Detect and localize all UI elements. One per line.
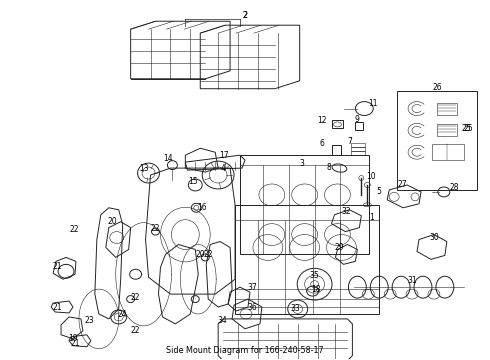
Text: 20: 20 (108, 217, 118, 226)
Bar (432, 144, 464, 160)
Text: 7: 7 (347, 137, 352, 146)
Bar (355, 122, 363, 130)
Text: 2: 2 (243, 11, 247, 20)
Text: 37: 37 (247, 283, 257, 292)
Text: 22: 22 (203, 250, 213, 259)
Text: 30: 30 (429, 233, 439, 242)
Text: 23: 23 (84, 316, 94, 325)
Text: 22: 22 (151, 224, 160, 233)
Text: 10: 10 (367, 171, 376, 180)
Bar (437, 103, 457, 114)
Text: 8: 8 (326, 163, 331, 172)
Bar (235, 205, 379, 314)
Text: 31: 31 (407, 276, 417, 285)
Text: 4: 4 (220, 163, 225, 172)
Bar (437, 125, 457, 136)
Text: 13: 13 (139, 163, 148, 172)
Text: 21: 21 (70, 339, 80, 348)
Text: Side Mount Diagram for 166-240-58-17: Side Mount Diagram for 166-240-58-17 (166, 346, 324, 355)
Bar (240, 155, 369, 255)
Text: 25: 25 (464, 124, 473, 133)
Text: 19: 19 (68, 334, 78, 343)
Text: 25: 25 (462, 124, 471, 133)
Text: 3: 3 (299, 159, 304, 168)
Text: 22: 22 (69, 225, 79, 234)
Text: 12: 12 (317, 116, 326, 125)
Text: 21: 21 (52, 262, 62, 271)
Text: 20: 20 (196, 250, 205, 259)
Text: 33: 33 (291, 305, 300, 314)
Text: 15: 15 (189, 177, 198, 186)
Text: 18: 18 (311, 285, 320, 294)
Text: 6: 6 (319, 139, 324, 148)
Bar (351, 151, 366, 155)
Text: 5: 5 (377, 188, 382, 197)
Text: 26: 26 (432, 83, 441, 92)
Text: 27: 27 (397, 180, 407, 189)
Bar (332, 145, 342, 155)
Text: 34: 34 (217, 316, 227, 325)
Bar (351, 143, 366, 147)
Text: 32: 32 (342, 207, 351, 216)
Text: 17: 17 (220, 151, 229, 160)
Text: 29: 29 (335, 243, 344, 252)
Text: 2: 2 (243, 11, 247, 20)
Text: 9: 9 (355, 115, 360, 124)
Text: 36: 36 (247, 302, 257, 311)
Text: 22: 22 (131, 326, 140, 335)
Text: 1: 1 (369, 213, 374, 222)
Text: 11: 11 (368, 99, 378, 108)
Text: 35: 35 (310, 271, 319, 280)
Bar (397, 91, 477, 190)
Text: 28: 28 (449, 184, 459, 193)
Text: 16: 16 (197, 203, 207, 212)
Bar (351, 147, 366, 151)
Bar (332, 121, 343, 129)
Text: 14: 14 (164, 154, 173, 163)
Text: 22: 22 (131, 293, 140, 302)
Text: 24: 24 (118, 310, 127, 319)
Text: 21: 21 (52, 302, 62, 311)
